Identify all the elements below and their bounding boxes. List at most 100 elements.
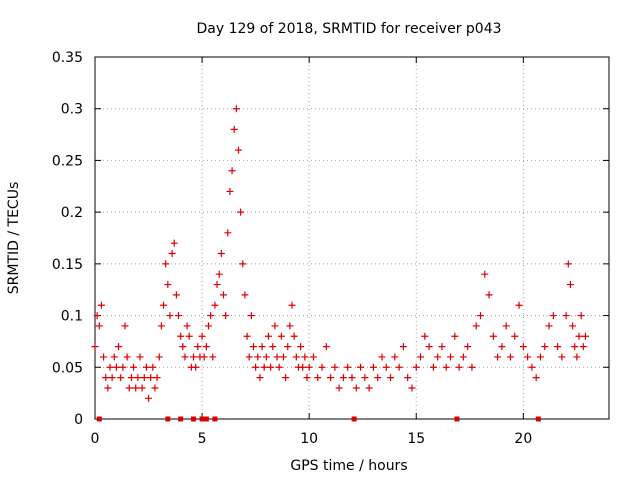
- data-point: [157, 322, 165, 330]
- data-point: [147, 374, 155, 382]
- data-point: [271, 322, 279, 330]
- data-point: [262, 353, 270, 361]
- baseline-marker: [351, 416, 357, 422]
- data-point: [562, 312, 570, 320]
- data-point: [549, 312, 557, 320]
- data-point: [211, 301, 219, 309]
- data-point: [361, 374, 369, 382]
- data-point: [145, 394, 153, 402]
- data-point: [387, 374, 395, 382]
- data-point: [318, 363, 326, 371]
- y-tick-label: 0.2: [61, 205, 83, 221]
- data-point: [573, 353, 581, 361]
- data-point: [127, 374, 135, 382]
- x-tick-label: 0: [91, 431, 100, 447]
- data-point: [249, 343, 257, 351]
- data-point: [192, 363, 200, 371]
- data-point: [172, 291, 180, 299]
- data-point: [391, 353, 399, 361]
- data-point: [571, 343, 579, 351]
- data-point: [569, 322, 577, 330]
- data-point: [202, 343, 210, 351]
- data-point: [395, 363, 403, 371]
- data-point: [447, 353, 455, 361]
- data-point: [489, 332, 497, 340]
- data-point: [344, 363, 352, 371]
- data-point: [164, 281, 172, 289]
- data-point: [477, 312, 484, 320]
- baseline-marker: [454, 416, 460, 422]
- data-point: [130, 363, 138, 371]
- data-point: [183, 322, 191, 330]
- data-point: [207, 312, 215, 320]
- data-point: [106, 363, 114, 371]
- y-tick-label: 0.05: [52, 360, 83, 376]
- data-point: [554, 343, 562, 351]
- y-tick-label: 0.35: [52, 50, 83, 66]
- data-point: [121, 322, 129, 330]
- data-point: [175, 312, 183, 320]
- y-tick-label: 0.1: [61, 309, 83, 325]
- data-point: [309, 353, 317, 361]
- data-point: [97, 301, 105, 309]
- data-point: [279, 353, 287, 361]
- data-point: [581, 332, 589, 340]
- data-point: [108, 374, 116, 382]
- baseline-marker: [535, 416, 541, 422]
- data-points: [91, 105, 589, 402]
- data-point: [140, 374, 148, 382]
- data-point: [536, 353, 544, 361]
- data-point: [434, 353, 442, 361]
- data-point: [102, 374, 110, 382]
- data-point: [155, 353, 163, 361]
- data-point: [541, 343, 549, 351]
- data-point: [408, 384, 416, 392]
- data-point: [226, 187, 234, 195]
- data-point: [519, 343, 527, 351]
- data-point: [303, 374, 311, 382]
- data-point: [577, 312, 585, 320]
- baseline-marker: [191, 416, 197, 422]
- data-point: [115, 343, 123, 351]
- data-point: [339, 374, 347, 382]
- data-point: [564, 260, 572, 268]
- data-point: [506, 353, 514, 361]
- data-point: [254, 353, 262, 361]
- data-point: [369, 363, 377, 371]
- data-point: [284, 343, 292, 351]
- data-point: [93, 312, 101, 320]
- data-point: [579, 343, 587, 351]
- data-point: [545, 322, 553, 330]
- baseline-marker: [203, 416, 209, 422]
- data-point: [247, 312, 255, 320]
- data-point: [134, 374, 142, 382]
- data-point: [438, 343, 446, 351]
- data-point: [292, 353, 300, 361]
- data-point: [528, 363, 536, 371]
- data-point: [502, 322, 510, 330]
- data-point: [110, 353, 118, 361]
- data-point: [151, 384, 159, 392]
- data-point: [575, 332, 583, 340]
- data-point: [234, 146, 242, 154]
- data-point: [100, 353, 108, 361]
- y-tick-label: 0.15: [52, 257, 83, 273]
- data-point: [288, 301, 296, 309]
- data-point: [136, 353, 144, 361]
- data-point: [228, 167, 236, 175]
- data-point: [170, 239, 178, 247]
- x-tick-label: 20: [514, 431, 532, 447]
- data-point: [290, 332, 298, 340]
- data-point: [352, 384, 360, 392]
- data-point: [243, 332, 251, 340]
- data-point: [138, 384, 146, 392]
- data-point: [91, 343, 99, 351]
- data-point: [224, 229, 232, 237]
- data-point: [264, 332, 272, 340]
- data-point: [125, 384, 133, 392]
- data-point: [185, 332, 193, 340]
- data-point: [468, 363, 476, 371]
- data-point: [256, 374, 264, 382]
- data-point: [327, 374, 335, 382]
- data-point: [260, 363, 268, 371]
